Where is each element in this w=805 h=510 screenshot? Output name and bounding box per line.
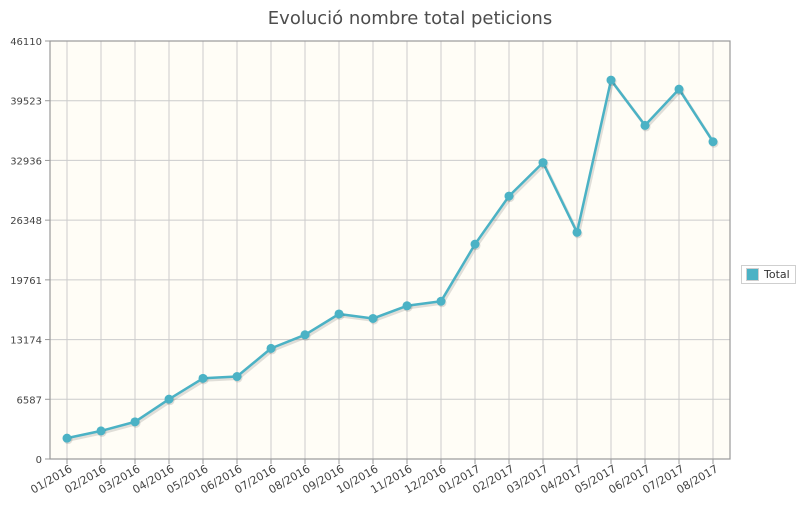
y-tick-label: 32936 — [10, 156, 42, 167]
y-tick-labels: 0 6587 13174 19761 26348 32936 39523 46110 — [10, 37, 42, 466]
data-point — [674, 84, 684, 94]
data-point — [572, 227, 582, 237]
axes — [45, 40, 731, 464]
data-point — [470, 239, 480, 249]
data-point — [232, 372, 242, 382]
series-total — [62, 75, 719, 445]
data-point — [96, 426, 106, 436]
data-point — [334, 309, 344, 319]
data-point — [368, 313, 378, 323]
y-tick-label: 6587 — [17, 395, 42, 406]
data-point — [300, 330, 310, 340]
y-tick-label: 39523 — [10, 97, 42, 108]
data-point — [538, 158, 548, 168]
data-point — [640, 120, 650, 130]
data-point — [436, 296, 446, 306]
data-point — [266, 343, 276, 353]
series-line — [66, 78, 715, 440]
plot-border — [49, 40, 731, 460]
y-tick-label: 46110 — [10, 37, 42, 48]
y-tick-label: 19761 — [10, 276, 42, 287]
legend-swatch — [746, 268, 759, 281]
data-point — [504, 191, 514, 201]
data-point — [402, 301, 412, 311]
x-tick-labels: 01/201602/201603/201604/201605/201606/20… — [28, 462, 720, 496]
legend-label: Total — [764, 268, 790, 281]
data-point — [164, 394, 174, 404]
plot-area — [50, 41, 730, 459]
chart-title: Evolució nombre total peticions — [267, 8, 553, 29]
data-point — [606, 75, 616, 85]
y-tick-label: 0 — [36, 455, 42, 466]
legend: Total — [741, 265, 796, 284]
data-point — [198, 373, 208, 383]
y-tick-label: 13174 — [10, 336, 42, 347]
data-point — [708, 137, 718, 147]
y-tick-label: 26348 — [10, 216, 42, 227]
data-point — [130, 417, 140, 427]
series-line-shadow — [68, 80, 716, 442]
data-point — [62, 433, 72, 443]
